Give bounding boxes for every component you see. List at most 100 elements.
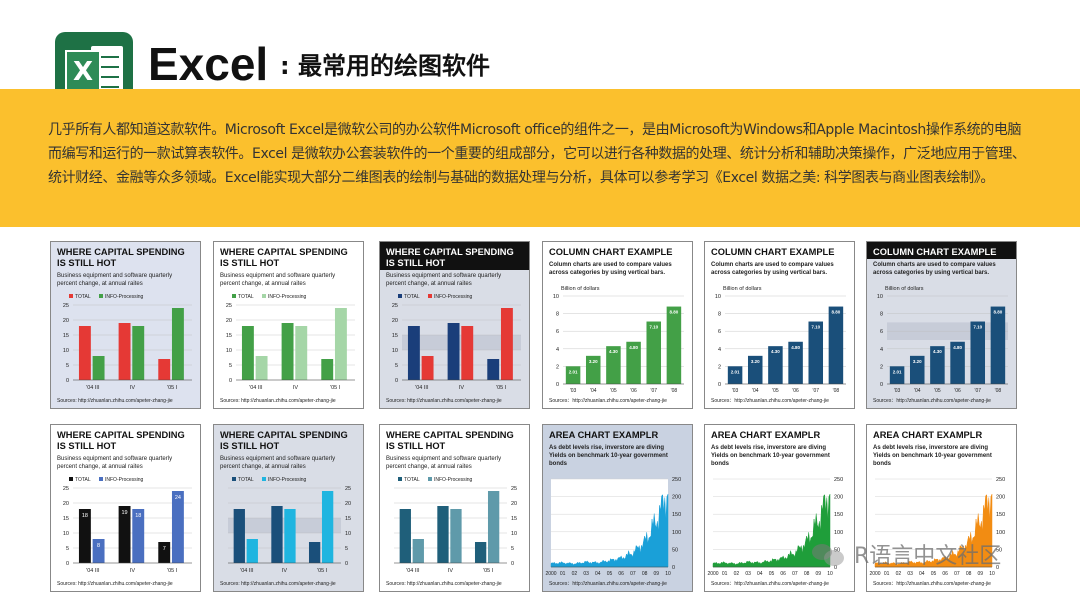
area-series — [712, 494, 831, 568]
y-tick-label: 10 — [877, 294, 883, 300]
y-tick-label: 15 — [511, 516, 517, 522]
y-tick-label: 100 — [672, 530, 681, 536]
y-tick-label: 5 — [345, 546, 348, 552]
y-tick-label: 10 — [553, 294, 559, 300]
x-tick-label: 08 — [966, 571, 972, 577]
y-tick-label: 20 — [511, 501, 517, 507]
x-tick-label: '05 — [610, 388, 617, 394]
x-tick-label: '04 III — [86, 568, 100, 574]
x-tick-label: 03 — [745, 571, 751, 577]
bar — [500, 308, 513, 380]
chart-title: IS STILL HOT — [57, 258, 117, 268]
bar — [421, 356, 434, 380]
chart-thumbnail-capital-4: WHERE CAPITAL SPENDING IS STILL HOT Busine… — [50, 424, 201, 592]
chart-svg: AREA CHART EXAMPLR As debt levels rise, i… — [707, 430, 843, 587]
data-label: 2.01 — [893, 369, 902, 374]
bar — [284, 509, 296, 563]
y-tick-label: 250 — [996, 477, 1005, 483]
chart-thumbnail-capital-6: WHERE CAPITAL SPENDING IS STILL HOT Busine… — [379, 424, 530, 592]
chart-thumbnail-capital-3: WHERE CAPITAL SPENDING IS STILL HOT Busine… — [379, 241, 530, 409]
bar — [334, 308, 347, 380]
x-tick-label: '06 — [792, 388, 799, 394]
y-tick-label: 25 — [392, 303, 398, 309]
x-tick-label: 07 — [954, 571, 960, 577]
chart-title: AREA CHART EXAMPLR — [711, 430, 820, 440]
chart-subtitle: percent change, at annual raites — [220, 464, 306, 470]
x-tick-label: 07 — [792, 571, 798, 577]
data-label: 7.10 — [973, 325, 982, 330]
bar — [646, 321, 662, 384]
x-tick-label: '07 — [650, 388, 657, 394]
y-tick-label: 200 — [996, 495, 1005, 501]
data-label: 8.80 — [832, 310, 841, 315]
legend-swatch — [232, 477, 236, 481]
x-tick-label: 02 — [896, 571, 902, 577]
y-tick-label: 10 — [715, 294, 721, 300]
x-tick-label: '06 — [630, 388, 637, 394]
y-tick-label: 10 — [63, 348, 69, 354]
bar — [158, 542, 171, 563]
x-tick-label: '05 I — [496, 385, 507, 391]
chart-subtitle: percent change, at annual raites — [57, 464, 143, 470]
bar — [92, 539, 105, 563]
y-tick-label: 150 — [672, 512, 681, 518]
chart-thumbnail-capital-2: WHERE CAPITAL SPENDING IS STILL HOT Busine… — [213, 241, 364, 409]
y-tick-label: 50 — [996, 547, 1002, 553]
chart-subtitle: bonds — [711, 461, 730, 467]
y-tick-label: 2 — [556, 364, 559, 370]
data-label: 4.30 — [609, 349, 618, 354]
x-tick-label: 04 — [757, 571, 763, 577]
x-tick-label: 09 — [816, 571, 822, 577]
data-label: 7.10 — [649, 325, 658, 330]
chart-subtitle: Yields on benchmark 10-year government — [873, 453, 992, 459]
y-tick-label: 0 — [718, 382, 721, 388]
bar — [407, 326, 420, 380]
y-tick-label: 0 — [834, 565, 837, 571]
chart-subtitle: As debt levels rise, inverstore are divi… — [549, 445, 664, 451]
chart-title: AREA CHART EXAMPLR — [873, 430, 982, 440]
y-tick-label: 25 — [345, 486, 351, 492]
x-tick-label: 06 — [618, 571, 624, 577]
bar — [474, 542, 487, 563]
chart-source: Sources：http://zhuanlan.zhihu.com/apeter… — [873, 398, 991, 404]
y-tick-label: 25 — [63, 486, 69, 492]
chart-title: IS STILL HOT — [220, 258, 280, 268]
bar — [606, 346, 621, 384]
bar — [585, 355, 601, 384]
chart-source: Sources: http://zhuanlan.zhihu.com/apete… — [220, 581, 336, 587]
chart-subtitle: percent change, at annual raites — [386, 464, 472, 470]
x-tick-label: IV — [448, 568, 454, 574]
bar — [727, 366, 743, 384]
chart-svg: COLUMN CHART EXAMPLE Column charts are us… — [867, 242, 1016, 404]
bar — [909, 355, 925, 384]
x-tick-label: 08 — [642, 571, 648, 577]
data-label: 4.30 — [771, 349, 780, 354]
y-tick-label: 200 — [834, 495, 843, 501]
y-tick-label: 50 — [672, 547, 678, 553]
bar — [412, 539, 424, 563]
y-tick-label: 5 — [66, 546, 69, 552]
x-tick-label: IV — [459, 385, 465, 391]
y-tick-label: 150 — [834, 512, 843, 518]
chart-title: WHERE CAPITAL SPENDING — [57, 430, 185, 440]
y-tick-label: 25 — [63, 303, 69, 309]
bar — [626, 341, 641, 384]
chart-subtitle: bonds — [549, 461, 568, 467]
x-tick-label: 09 — [654, 571, 660, 577]
x-tick-label: '03 — [732, 388, 739, 394]
legend-label: INFO-Processing — [105, 477, 144, 483]
y-tick-label: 15 — [63, 333, 69, 339]
chart-source: Sources：http://zhuanlan.zhihu.com/apeter… — [711, 581, 829, 587]
x-tick-label: 01 — [560, 571, 566, 577]
watermark: R语言中文社区 — [812, 538, 1001, 570]
bar — [437, 506, 449, 563]
title-bar — [380, 242, 529, 270]
legend-swatch — [99, 294, 103, 298]
title-bar — [867, 242, 1016, 259]
y-tick-label: 100 — [834, 530, 843, 536]
y-tick-label: 25 — [511, 486, 517, 492]
x-tick-label: 05 — [607, 571, 613, 577]
y-tick-label: 25 — [226, 303, 232, 309]
